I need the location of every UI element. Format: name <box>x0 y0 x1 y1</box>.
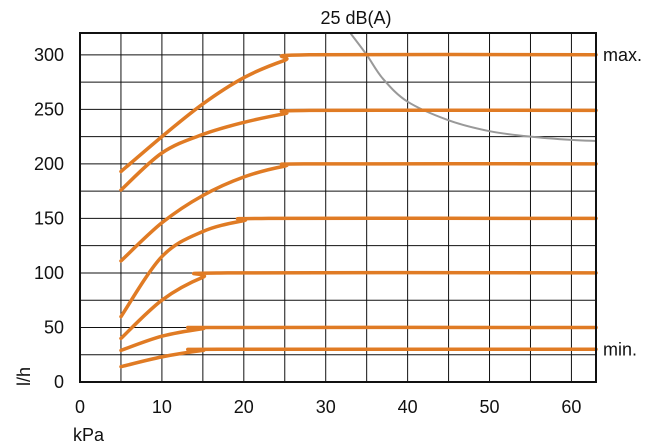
y-tick-label: 150 <box>34 208 64 228</box>
flow-curve-7 <box>119 347 598 369</box>
x-tick-label: 0 <box>75 397 85 417</box>
plot-frame <box>79 32 597 383</box>
flow-curve-6 <box>119 325 598 353</box>
y-tick-label: 300 <box>34 45 64 65</box>
x-axis-label: kPa <box>73 425 105 445</box>
x-tick-labels: 0 10 20 30 40 50 60 <box>75 397 581 417</box>
x-tick-label: 10 <box>152 397 172 417</box>
x-tick-label: 60 <box>561 397 581 417</box>
y-tick-label: 50 <box>44 317 64 337</box>
max-annotation: max. <box>603 45 642 65</box>
min-annotation: min. <box>603 339 637 359</box>
y-tick-label: 0 <box>54 372 64 392</box>
noise-curve-label: 25 dB(A) <box>320 8 391 28</box>
noise-curve-group <box>349 33 596 142</box>
y-tick-label: 250 <box>34 99 64 119</box>
x-tick-label: 50 <box>480 397 500 417</box>
series-group <box>119 52 598 369</box>
flow-curve-2 <box>119 108 598 192</box>
y-tick-labels: 0 50 100 150 200 250 300 <box>34 45 64 392</box>
x-tick-label: 20 <box>234 397 254 417</box>
x-tick-label: 30 <box>316 397 336 417</box>
y-tick-label: 200 <box>34 154 64 174</box>
flow-curve-1 <box>119 52 598 174</box>
noise-curve-line <box>349 33 596 142</box>
x-tick-label: 40 <box>398 397 418 417</box>
y-axis-label: l/h <box>14 367 34 386</box>
flow-curve-5 <box>119 270 598 341</box>
flow-curve-4 <box>119 216 598 319</box>
grid <box>79 33 596 382</box>
y-tick-label: 100 <box>34 263 64 283</box>
flow-curve-3 <box>119 161 598 263</box>
